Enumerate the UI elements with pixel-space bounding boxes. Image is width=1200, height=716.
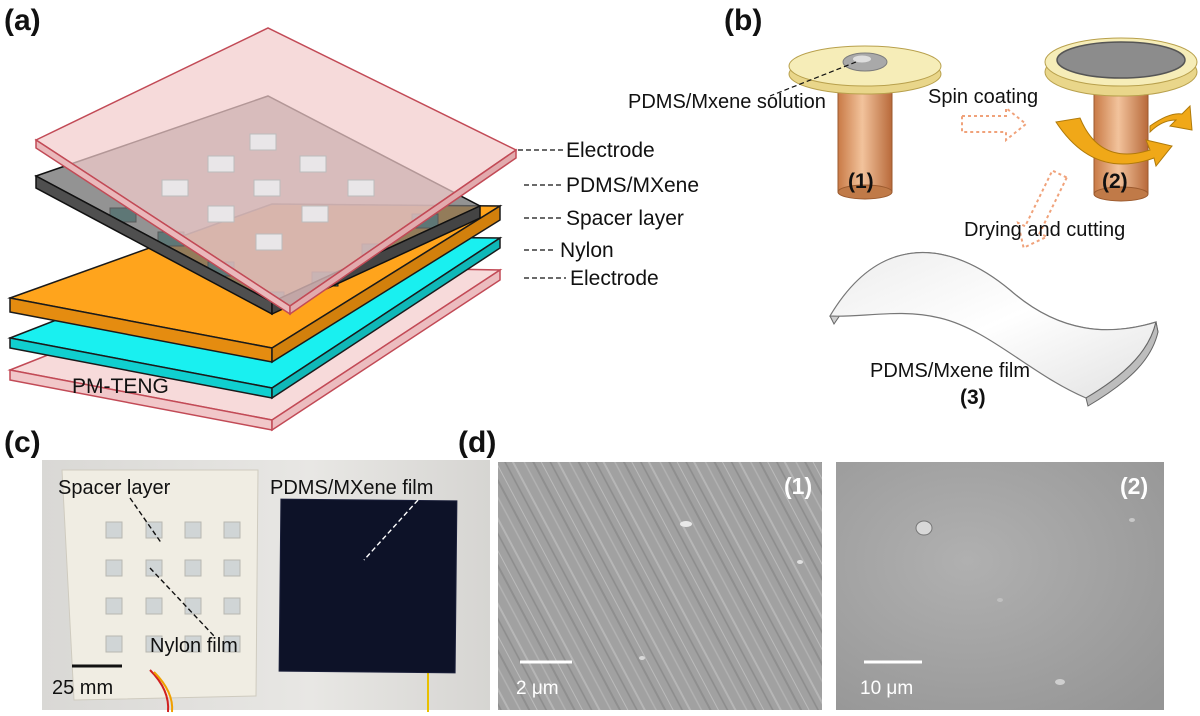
c-leaders (129, 497, 215, 637)
pdms-mxene-film-shape (828, 252, 1159, 407)
layer-label-nylon: Nylon (560, 239, 614, 262)
panel-b-letter: (b) (724, 4, 762, 37)
sem-1-number: (1) (784, 473, 812, 499)
sem-2-number: (2) (1120, 473, 1148, 499)
film-leader (363, 499, 419, 561)
rotation-arrow-icon (1055, 104, 1193, 168)
spin-coating-label: Spin coating (928, 86, 1038, 108)
layer-label-spacer: Spacer layer (566, 207, 684, 230)
panel-c: (c) (4, 426, 490, 713)
sem-image-2 (836, 462, 1164, 710)
layer-label-pdms-mxene: PDMS/MXene (566, 174, 699, 197)
panel-d: (d) (1) 2 μm (2) 10 μm (458, 426, 1164, 710)
step-3-label: (3) (960, 386, 986, 409)
film-photo-label: PDMS/MXene film (270, 477, 433, 499)
drying-label: Drying and cutting (964, 219, 1125, 241)
top-electrode-layer (34, 27, 518, 316)
scale-bar-sem-1-label: 2 μm (516, 678, 559, 699)
scale-bar-sem-2-label: 10 μm (860, 678, 913, 699)
solution-label: PDMS/Mxene solution (628, 91, 826, 113)
step-2-label: (2) (1102, 170, 1128, 193)
spacer-photo-label: Spacer layer (58, 477, 171, 499)
layer-label-electrode-top: Electrode (566, 139, 655, 162)
layer-leaders (518, 149, 566, 279)
scale-bar-c-label: 25 mm (52, 677, 113, 699)
layer-label-electrode-bottom: Electrode (570, 267, 659, 290)
panel-d-letter: (d) (458, 426, 496, 459)
panel-a-letter: (a) (4, 4, 41, 37)
device-label: PM-TENG (72, 375, 169, 398)
spin-coater-2 (1044, 37, 1198, 202)
film-label: PDMS/Mxene film (870, 360, 1030, 382)
spacer-sheet-photo (61, 469, 259, 701)
panel-a: (a) (4, 4, 699, 432)
process-arrow-right-icon (961, 105, 1028, 143)
step-1-label: (1) (848, 170, 874, 193)
sem-image-1 (498, 462, 822, 710)
nylon-photo-label: Nylon film (150, 635, 238, 657)
spin-coater-1 (788, 45, 942, 200)
process-arrow-down-icon (1016, 169, 1069, 250)
panel-b: (b) (1) PDMS/Mxene solution Spin coating (628, 4, 1198, 409)
panel-c-letter: (c) (4, 426, 41, 459)
mxene-film-photo (278, 498, 458, 674)
